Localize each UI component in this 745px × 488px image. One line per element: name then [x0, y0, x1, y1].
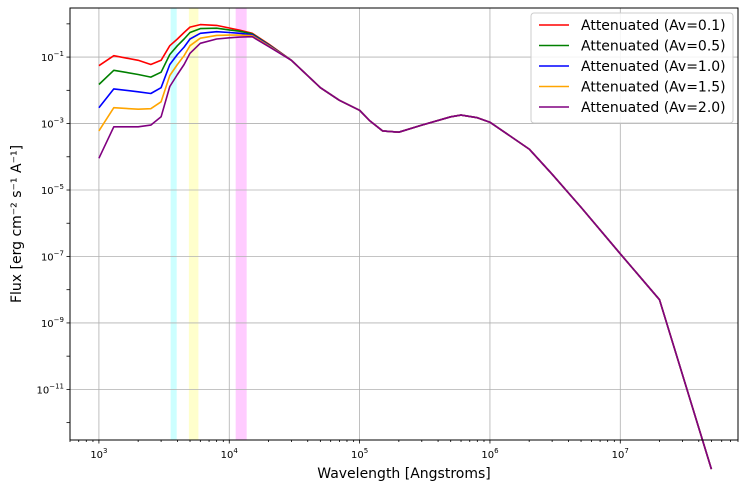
y-tick-label: 10−7	[41, 249, 64, 263]
legend-label-1: Attenuated (Av=0.1)	[581, 18, 726, 34]
y-axis-title: Flux [erg cm⁻² s⁻¹ A⁻¹]	[9, 145, 25, 303]
filter-bands	[170, 8, 247, 440]
x-tick-label: 103	[90, 447, 107, 461]
series-lines	[98, 23, 713, 470]
series-line-5	[98, 35, 713, 470]
legend-label-4: Attenuated (Av=1.5)	[581, 80, 726, 96]
legend-box	[530, 12, 734, 124]
y-tick-label: 10−5	[41, 183, 64, 197]
filter-band-3	[235, 8, 247, 440]
x-axis-title: Wavelength [Angstroms]	[317, 466, 491, 482]
legend-label-2: Attenuated (Av=0.5)	[581, 39, 726, 55]
y-tick-label: 10−3	[41, 117, 64, 131]
x-tick-label: 105	[351, 447, 368, 461]
x-tick-label: 104	[221, 447, 239, 461]
legend-label-3: Attenuated (Av=1.0)	[581, 59, 726, 75]
filter-band-2	[188, 8, 199, 440]
x-tick-label: 107	[612, 447, 629, 461]
filter-band-1	[170, 8, 177, 440]
y-tick-label: 10−11	[36, 382, 64, 396]
legend: Attenuated (Av=0.1) Attenuated (Av=0.5) At…	[530, 12, 734, 124]
legend-label-5: Attenuated (Av=2.0)	[581, 100, 726, 116]
y-tick-label: 10−1	[41, 50, 64, 64]
x-tick-label: 106	[481, 447, 499, 461]
plot-frame	[69, 7, 739, 441]
y-tick-label: 10−9	[41, 316, 64, 330]
